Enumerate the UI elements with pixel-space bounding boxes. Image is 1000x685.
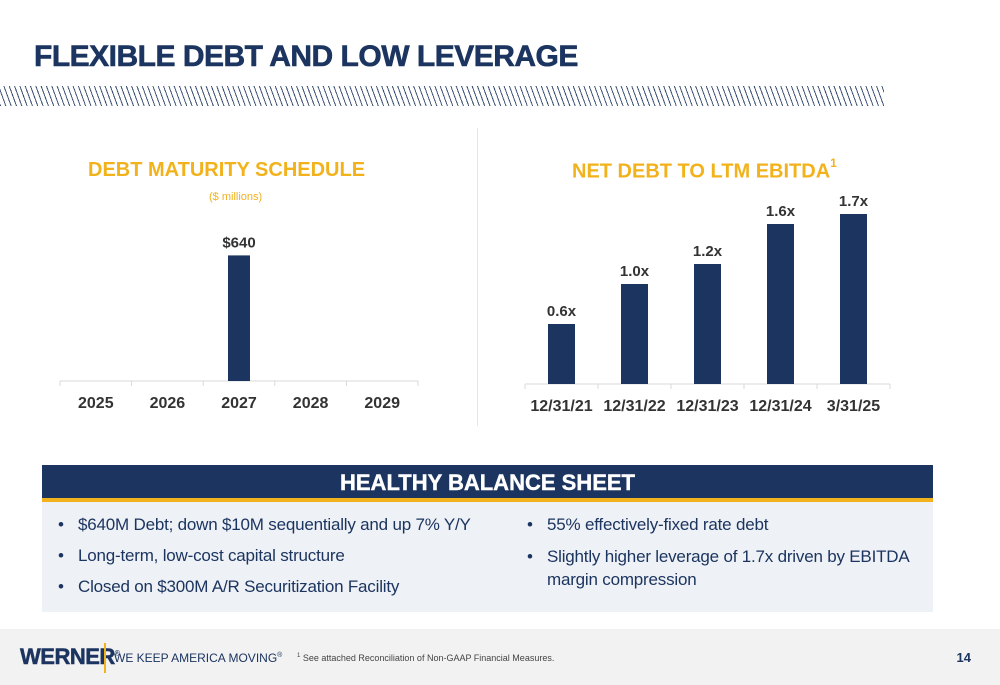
bar (840, 214, 867, 384)
bullet-dot: • (58, 515, 64, 534)
bullet-text: 55% effectively-fixed rate debt (547, 515, 769, 534)
net-debt-chart-title: NET DEBT TO LTM EBITDA1 (572, 156, 837, 184)
bar (767, 224, 794, 384)
logo-text: WERNER (20, 644, 116, 670)
data-label: 1.0x (620, 263, 650, 280)
chart-divider (477, 128, 478, 426)
footnote: 1 See attached Reconciliation of Non-GAA… (297, 653, 554, 663)
banner-title: HEALTHY BALANCE SHEET (340, 470, 635, 495)
x-tick-label: 12/31/21 (530, 398, 592, 415)
page-number: 14 (956, 650, 971, 665)
bullet-text: $640M Debt; down $10M sequentially and u… (78, 515, 471, 534)
data-label: 1.2x (693, 243, 723, 260)
tagline: WE KEEP AMERICA MOVING® (114, 651, 282, 665)
x-tick-label: 2029 (364, 395, 400, 412)
balance-sheet-panel: • $640M Debt; down $10M sequentially and … (42, 502, 933, 612)
x-tick-label: 12/31/24 (749, 398, 811, 415)
bar (621, 284, 648, 384)
x-tick-label: 12/31/22 (603, 398, 665, 415)
bullet-dot: • (527, 547, 533, 566)
bullet-item: • Slightly higher leverage of 1.7x driven… (523, 545, 923, 591)
x-tick-label: 2028 (293, 395, 329, 412)
data-label: $640 (222, 234, 255, 251)
bullet-item: • 55% effectively-fixed rate debt (523, 514, 923, 536)
bullet-item: • $640M Debt; down $10M sequentially and … (54, 514, 504, 536)
bullet-text: Slightly higher leverage of 1.7x driven … (547, 547, 909, 589)
footnote-text: See attached Reconciliation of Non-GAAP … (302, 653, 555, 663)
bullet-text: Long-term, low-cost capital structure (78, 546, 345, 565)
bar (694, 264, 721, 384)
data-label: 1.7x (839, 193, 869, 210)
footnote-marker: 1 (297, 653, 301, 659)
werner-logo: WERNER® (20, 644, 120, 670)
tagline-registered-mark: ® (277, 652, 283, 659)
x-tick-label: 2026 (150, 395, 186, 412)
right-bullet-list: • 55% effectively-fixed rate debt • Slight… (523, 514, 923, 600)
bullet-item: • Closed on $300M A/R Securitization Faci… (54, 576, 504, 598)
bullet-text: Closed on $300M A/R Securitization Facil… (78, 577, 400, 596)
bar (228, 255, 250, 381)
slide-title: FLEXIBLE DEBT AND LOW LEVERAGE (34, 40, 579, 74)
x-tick-label: 2027 (221, 395, 257, 412)
tagline-text: WE KEEP AMERICA MOVING (114, 651, 278, 665)
hatch-divider (0, 86, 884, 106)
net-debt-chart-title-text: NET DEBT TO LTM EBITDA (572, 160, 831, 183)
x-tick-label: 3/31/25 (827, 398, 880, 415)
bullet-dot: • (527, 515, 533, 534)
footer: WERNER® WE KEEP AMERICA MOVING® 1 See at… (0, 629, 1000, 685)
logo-separator (104, 643, 106, 673)
left-bullet-list: • $640M Debt; down $10M sequentially and … (54, 514, 504, 607)
bullet-dot: • (58, 577, 64, 596)
net-debt-chart-title-superscript: 1 (830, 156, 837, 170)
debt-maturity-chart-title: DEBT MATURITY SCHEDULE (88, 159, 366, 181)
x-tick-label: 12/31/23 (676, 398, 738, 415)
logo-registered-mark: ® (114, 650, 120, 658)
data-label: 0.6x (547, 303, 577, 320)
healthy-balance-sheet-banner: HEALTHY BALANCE SHEET (42, 465, 933, 502)
bullet-dot: • (58, 546, 64, 565)
bar (548, 324, 575, 384)
x-tick-label: 2025 (78, 395, 114, 412)
bullet-item: • Long-term, low-cost capital structure (54, 545, 504, 567)
data-label: 1.6x (766, 203, 796, 220)
debt-maturity-chart-subtitle: ($ millions) (209, 191, 263, 203)
